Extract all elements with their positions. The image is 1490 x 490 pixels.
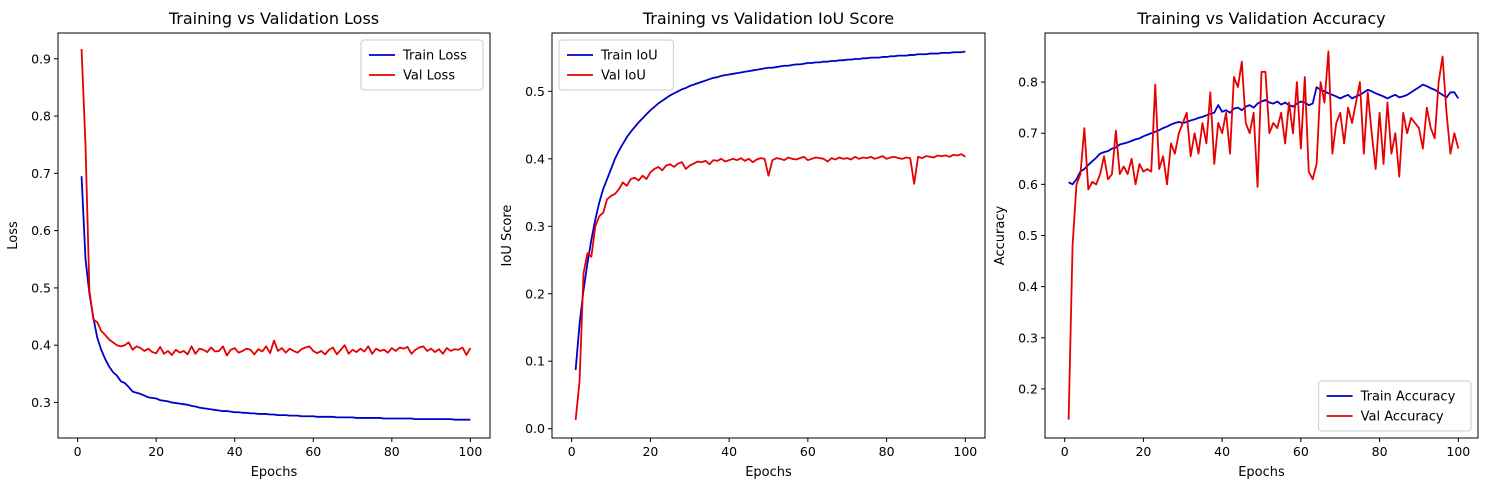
- chart-title: Training vs Validation Accuracy: [1136, 9, 1385, 28]
- x-tick-label: 0: [74, 444, 82, 459]
- series-line-train-iou: [574, 50, 966, 371]
- y-tick-label: 0.5: [525, 84, 545, 99]
- y-tick-label: 0.3: [525, 219, 545, 234]
- chart-panel-1: Training vs Validation Loss 0 20 40 60 80 100 0…: [6, 9, 491, 480]
- x-tick-label: 0: [1061, 444, 1069, 459]
- legend-label: Train Loss: [402, 49, 467, 64]
- y-tick-label: 0.7: [31, 166, 51, 181]
- x-tick-label: 40: [721, 444, 737, 459]
- y-tick-label: 0.8: [31, 109, 51, 124]
- y-tick-label: 0.4: [525, 151, 545, 166]
- series-line-train-accuracy: [1068, 83, 1460, 186]
- x-tick-label: 80: [384, 444, 400, 459]
- legend: Train Loss Val Loss: [360, 39, 484, 91]
- legend-label: Train IoU: [600, 49, 658, 64]
- legend: Train IoU Val IoU: [558, 39, 674, 91]
- y-tick-label: 0.2: [1018, 381, 1038, 396]
- chart-panel-3: Training vs Validation Accuracy 0 20 40 60 80…: [993, 9, 1479, 480]
- y-tick-label: 0.3: [1018, 330, 1038, 345]
- x-tick-label: 80: [1372, 444, 1388, 459]
- x-tick-label: 100: [1446, 444, 1470, 459]
- series-line-val-loss: [80, 49, 472, 357]
- x-tick-label: 60: [305, 444, 321, 459]
- y-tick-label: 0.0: [525, 421, 545, 436]
- x-tick-label: 40: [1214, 444, 1230, 459]
- x-tick-label: 20: [642, 444, 658, 459]
- axes-frame: [57, 32, 491, 439]
- x-tick-label: 100: [953, 444, 977, 459]
- y-tick-label: 0.7: [1018, 126, 1038, 141]
- legend-label: Val IoU: [601, 69, 646, 84]
- y-axis-label: Loss: [6, 221, 21, 250]
- legend-label: Train Accuracy: [1360, 390, 1456, 405]
- y-tick-label: 0.6: [1018, 177, 1038, 192]
- y-tick-label: 0.4: [1018, 279, 1038, 294]
- y-tick-label: 0.8: [1018, 75, 1038, 90]
- x-tick-label: 60: [1293, 444, 1309, 459]
- chart-panel-2: Training vs Validation IoU Score 0 20 40 60 8…: [500, 9, 986, 480]
- legend-box: [1318, 380, 1472, 432]
- x-axis-label: Epochs: [745, 465, 792, 480]
- y-tick-label: 0.1: [525, 354, 545, 369]
- y-tick-label: 0.5: [31, 280, 51, 295]
- x-tick-label: 20: [148, 444, 164, 459]
- y-tick-label: 0.9: [31, 51, 51, 66]
- y-tick-label: 0.3: [31, 395, 51, 410]
- x-tick-label: 20: [1135, 444, 1151, 459]
- x-tick-label: 100: [458, 444, 482, 459]
- x-tick-label: 60: [800, 444, 816, 459]
- legend-box: [558, 39, 674, 91]
- series-line-val-iou: [574, 153, 966, 421]
- legend-label: Val Accuracy: [1361, 410, 1444, 425]
- y-tick-label: 0.5: [1018, 228, 1038, 243]
- legend: Train Accuracy Val Accuracy: [1318, 380, 1472, 432]
- x-axis-label: Epochs: [251, 465, 298, 480]
- y-tick-label: 0.2: [525, 286, 545, 301]
- y-axis-label: Accuracy: [993, 206, 1008, 266]
- x-tick-label: 0: [568, 444, 576, 459]
- legend-label: Val Loss: [403, 69, 455, 84]
- series-line-train-loss: [80, 176, 471, 421]
- series-line-val-accuracy: [1067, 50, 1460, 420]
- chart-title: Training vs Validation Loss: [168, 9, 379, 28]
- x-tick-label: 40: [227, 444, 243, 459]
- x-tick-label: 80: [879, 444, 895, 459]
- y-axis-label: IoU Score: [500, 205, 515, 267]
- y-tick-label: 0.6: [31, 223, 51, 238]
- chart-title: Training vs Validation IoU Score: [642, 9, 894, 28]
- x-axis-label: Epochs: [1238, 465, 1285, 480]
- y-tick-label: 0.4: [31, 338, 51, 353]
- legend-box: [360, 39, 484, 91]
- axes-frame: [551, 32, 986, 439]
